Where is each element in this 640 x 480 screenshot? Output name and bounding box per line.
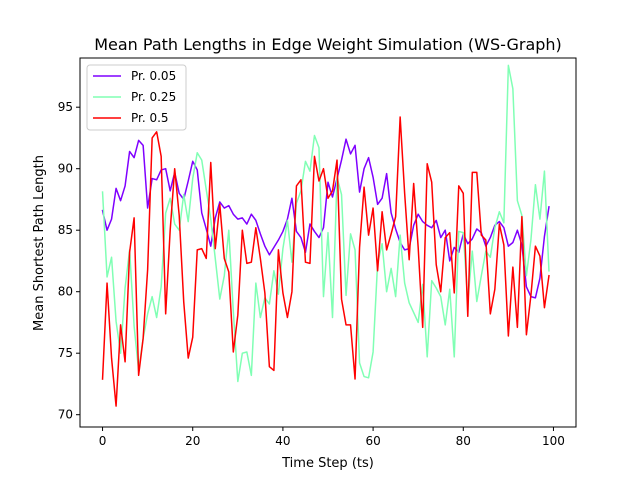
x-tick-label: 60 [365, 434, 380, 448]
x-tick-label: 0 [99, 434, 107, 448]
legend-items: Pr. 0.05 Pr. 0.25 Pr. 0.5 [93, 69, 176, 125]
x-axis-ticks: 0 20 40 60 80 100 [99, 427, 565, 448]
x-tick-label: 100 [542, 434, 565, 448]
y-tick-label: 90 [58, 162, 73, 176]
y-tick-label: 80 [58, 285, 73, 299]
y-tick-label: 85 [58, 223, 73, 237]
x-tick-label: 80 [456, 434, 471, 448]
y-tick-label: 75 [58, 346, 73, 360]
x-axis-label: Time Step (ts) [281, 456, 374, 471]
legend-label-2: Pr. 0.25 [131, 90, 176, 104]
chart-title: Mean Path Lengths in Edge Weight Simulat… [94, 35, 562, 54]
legend: Pr. 0.05 Pr. 0.25 Pr. 0.5 [86, 64, 187, 131]
series-line-2 [101, 64, 550, 383]
y-axis-ticks: 70 75 80 85 90 95 [58, 100, 80, 422]
plot-area-frame [79, 57, 577, 428]
legend-label-3: Pr. 0.5 [131, 111, 169, 125]
series-line-1 [101, 138, 550, 299]
x-tick-label: 20 [185, 434, 200, 448]
plot-content [101, 64, 550, 407]
legend-box [86, 64, 187, 131]
y-tick-label: 95 [58, 100, 73, 114]
x-tick-label: 40 [275, 434, 290, 448]
y-axis-label: Mean Shortest Path Length [32, 155, 47, 331]
legend-label-1: Pr. 0.05 [131, 69, 176, 83]
series-line-3 [101, 116, 550, 407]
y-tick-label: 70 [58, 408, 73, 422]
